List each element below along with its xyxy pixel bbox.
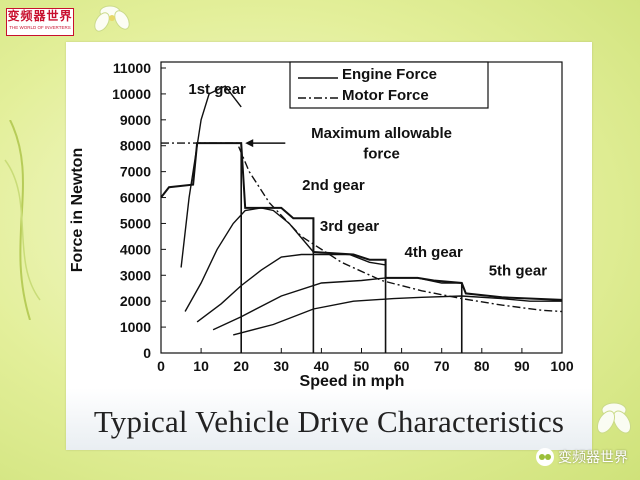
y-tick-label: 2000 bbox=[120, 293, 151, 309]
y-tick-label: 9000 bbox=[120, 112, 151, 128]
x-tick-label: 50 bbox=[354, 358, 370, 374]
y-tick-label: 6000 bbox=[120, 190, 151, 206]
watermark-text: 变频器世界 bbox=[558, 449, 628, 465]
y-tick-label: 4000 bbox=[120, 241, 151, 257]
gear-curve-2 bbox=[184, 207, 314, 312]
legend-engine-label: Engine Force bbox=[342, 66, 437, 83]
x-tick-label: 80 bbox=[474, 358, 490, 374]
engine-force-envelope bbox=[160, 142, 563, 301]
logo-name: 变频器世界 bbox=[7, 9, 73, 23]
chart-axes: 0 10 20 30 40 50 60 70 80 90 100010002000300040005… bbox=[112, 60, 574, 374]
x-tick-label: 100 bbox=[550, 358, 574, 374]
x-tick-label: 70 bbox=[434, 358, 450, 374]
x-axis-label: Speed in mph bbox=[300, 373, 405, 390]
slide-panel bbox=[66, 42, 592, 450]
annotation-label: 1st gear bbox=[188, 81, 246, 98]
logo: 变频器世界 THE WORLD OF INVERTERS bbox=[6, 8, 74, 36]
motor-force-line bbox=[161, 142, 563, 313]
y-axis-label: Force in Newton bbox=[69, 148, 86, 272]
x-tick-label: 0 bbox=[157, 358, 165, 374]
annotation-label: force bbox=[363, 146, 400, 163]
legend-box bbox=[289, 61, 489, 109]
chart-labels: 1st gear 2nd gear 3rd gear 4th gear 5th gear… bbox=[188, 81, 547, 279]
y-tick-label: 10000 bbox=[112, 86, 151, 102]
x-tick-label: 90 bbox=[514, 358, 530, 374]
legend-motor-label: Motor Force bbox=[342, 87, 429, 104]
y-tick-label: 8000 bbox=[120, 138, 151, 154]
y-tick-label: 11000 bbox=[113, 60, 151, 76]
wechat-icon bbox=[536, 448, 554, 466]
caption-strip bbox=[66, 388, 592, 450]
x-tick-label: 30 bbox=[274, 358, 290, 374]
gear-curve-5 bbox=[233, 295, 562, 336]
x-tick-label: 40 bbox=[314, 358, 330, 374]
x-tick-label: 60 bbox=[394, 358, 410, 374]
annotation-label: 5th gear bbox=[489, 262, 548, 279]
y-tick-label: 0 bbox=[143, 345, 151, 361]
annotation-label: 2nd gear bbox=[302, 177, 365, 194]
slide-caption: Typical Vehicle Drive Characteristics bbox=[93, 404, 565, 439]
arrow-head-icon bbox=[245, 139, 254, 148]
x-tick-label: 10 bbox=[193, 358, 209, 374]
flower-decoration-icon bbox=[94, 5, 130, 32]
logo-subtitle: THE WORLD OF INVERTERS bbox=[9, 25, 71, 30]
flower-decoration-icon bbox=[4, 120, 41, 320]
y-tick-label: 3000 bbox=[120, 267, 151, 283]
gear-curve-3 bbox=[196, 253, 386, 323]
y-tick-label: 5000 bbox=[120, 215, 151, 231]
gear-curve-1 bbox=[180, 85, 242, 268]
y-tick-label: 7000 bbox=[120, 164, 151, 180]
x-tick-label: 20 bbox=[233, 358, 249, 374]
annotation-label: Maximum allowable bbox=[311, 125, 452, 142]
y-tick-label: 1000 bbox=[120, 319, 151, 335]
flower-decoration-icon bbox=[596, 402, 632, 434]
chart-legend: Engine Force Motor Force bbox=[289, 61, 489, 109]
annotation-label: 4th gear bbox=[405, 244, 464, 261]
chart-series bbox=[160, 85, 563, 353]
watermark: 变频器世界 bbox=[536, 446, 628, 468]
annotation-label: 3rd gear bbox=[320, 218, 379, 235]
